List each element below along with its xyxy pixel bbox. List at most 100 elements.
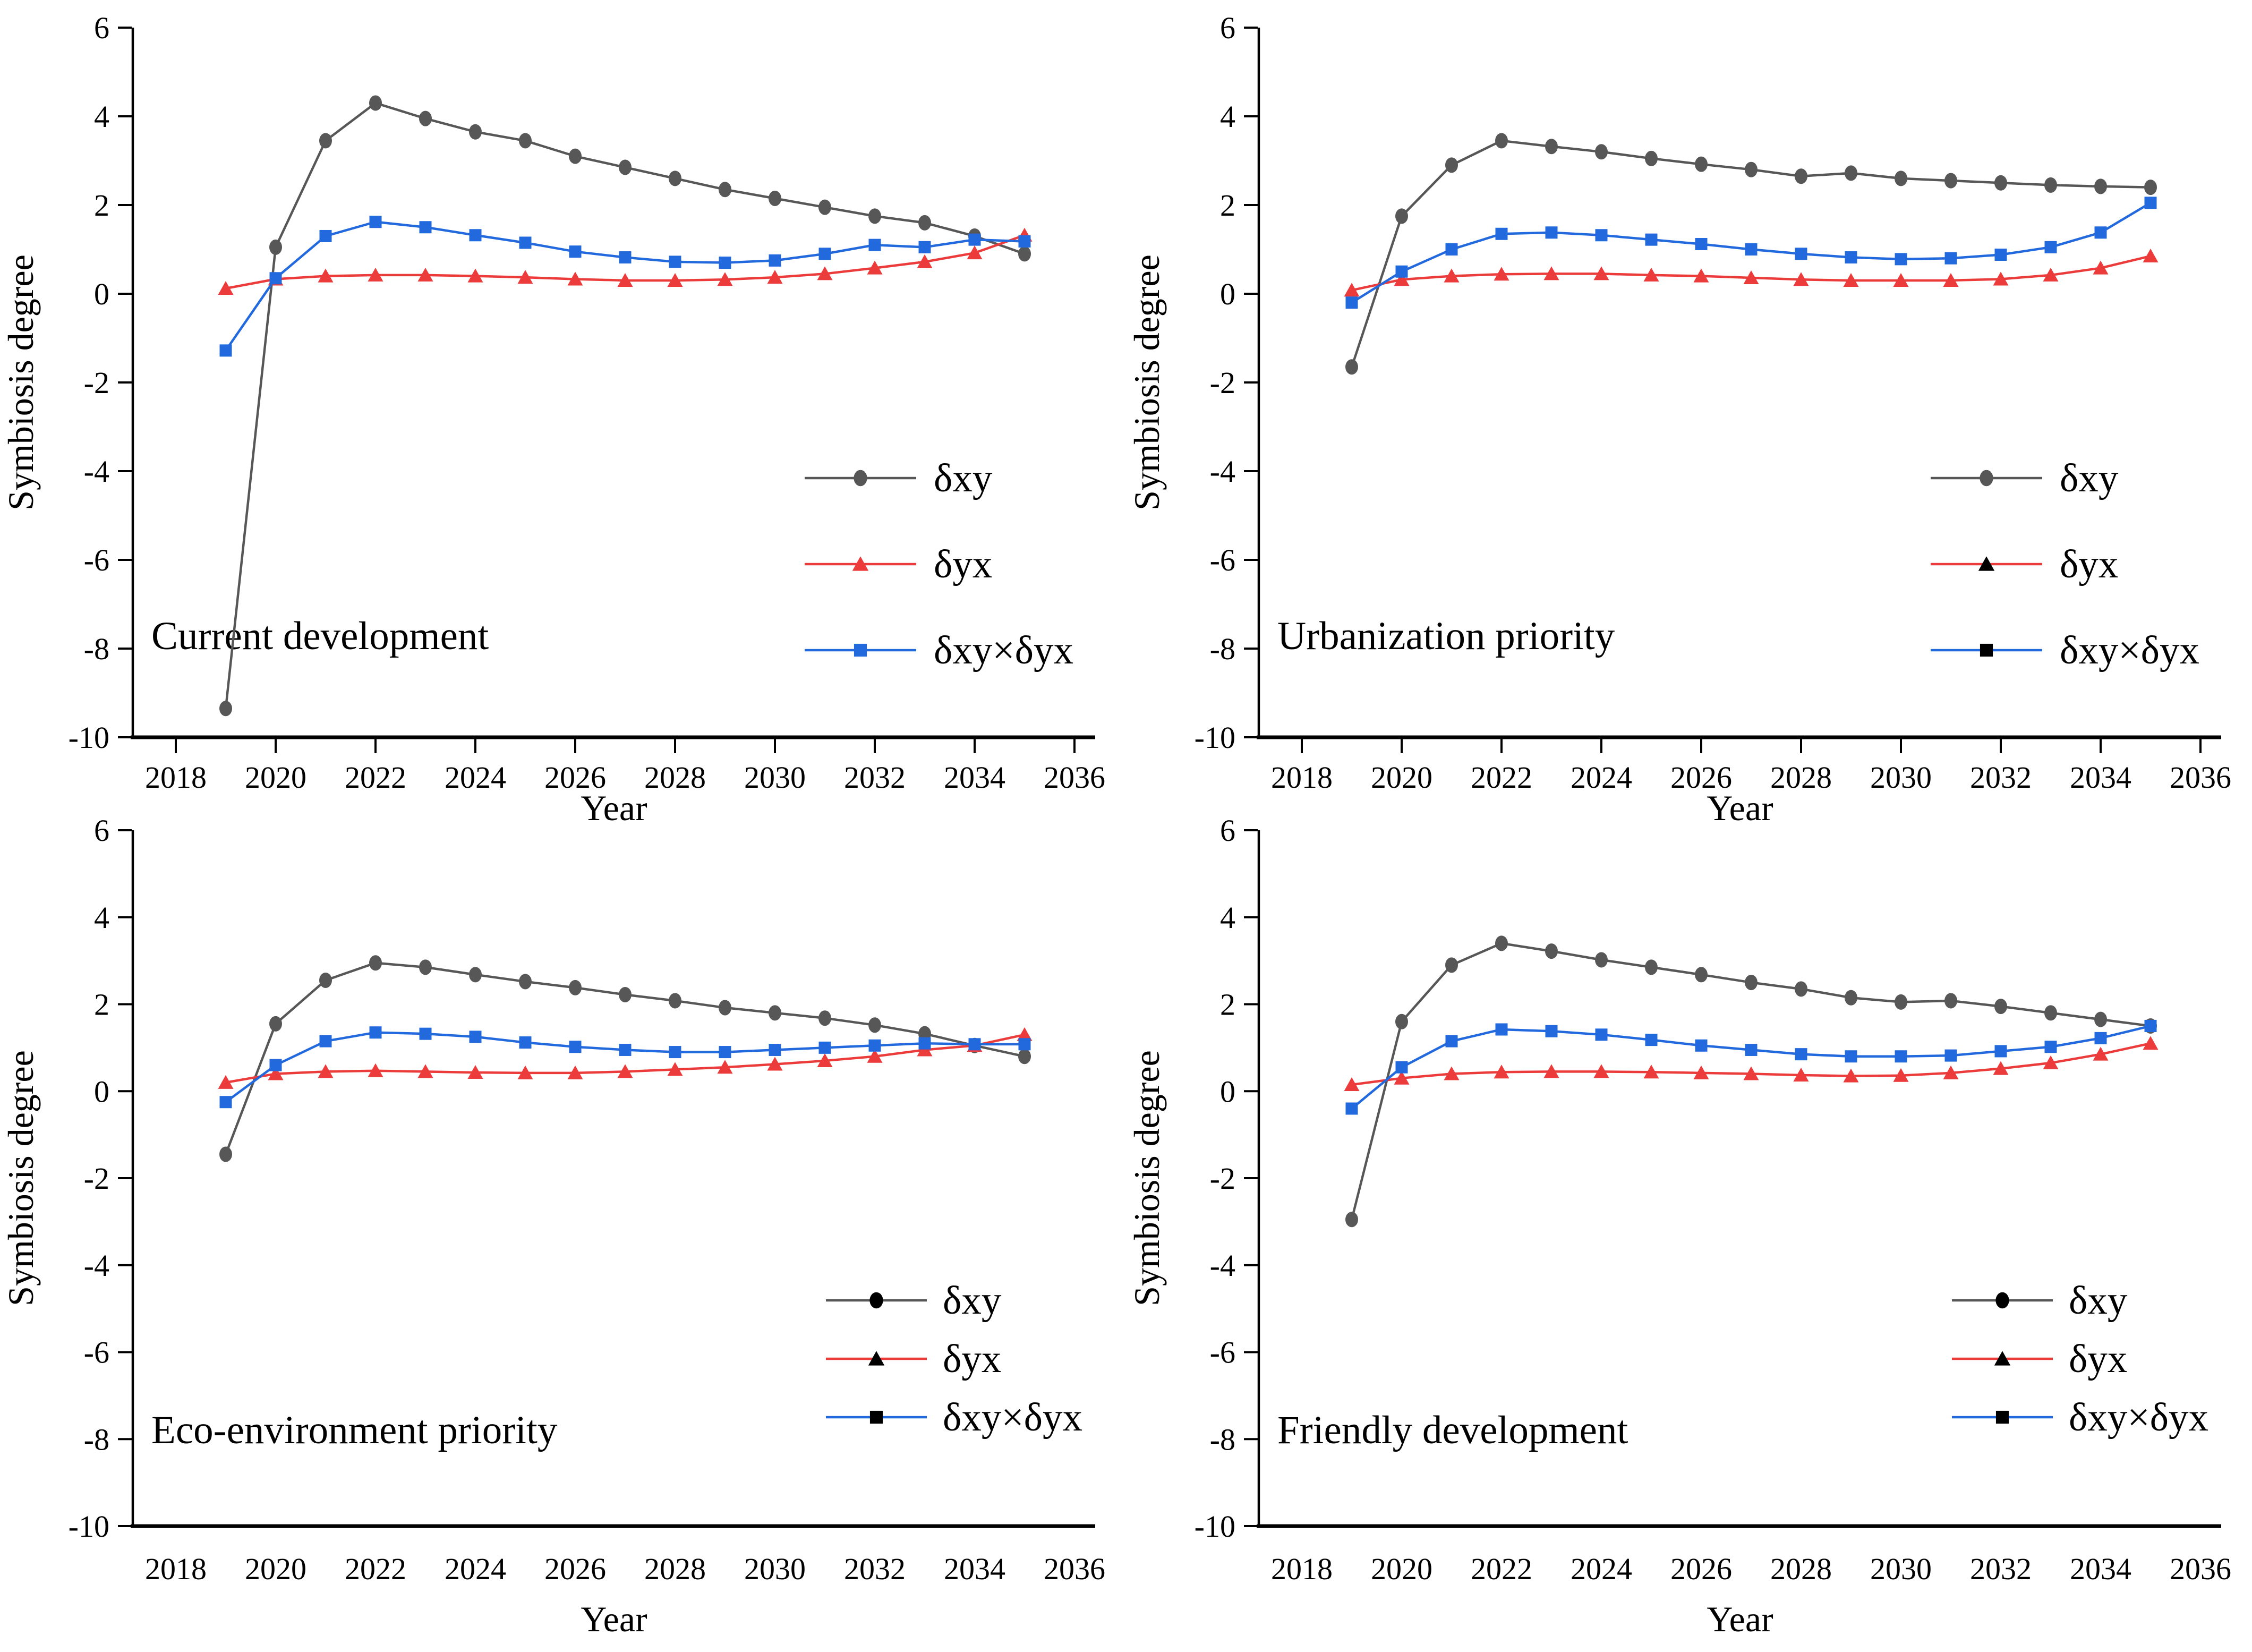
series-dxydyx-square-marker (968, 1038, 981, 1051)
series-dyx-triangle-marker (717, 272, 733, 286)
series-dxydyx-square-marker (818, 1041, 831, 1054)
series-dxydyx-square-marker (2044, 1041, 2057, 1053)
legend: δxy δyx δxy×δyx (805, 456, 1073, 672)
x-tick-label: 2018 (145, 1552, 207, 1586)
legend-dyx-triangle-marker (1994, 1351, 2011, 1366)
series-dxydyx-square-marker (619, 251, 632, 264)
y-tick-label: -2 (1210, 1161, 1235, 1196)
y-tick-label: -6 (1210, 1335, 1235, 1370)
series-dxydyx-square-marker (769, 254, 781, 267)
series-dxydyx-square-marker (1795, 248, 1807, 260)
series-dxydyx-square-marker (1845, 1050, 1857, 1063)
series-dyx-triangle-marker (567, 271, 583, 286)
series-dyx-triangle-marker (1793, 272, 1809, 286)
series-dxy-circle-marker (619, 159, 632, 175)
legend-dxydyx-square-marker (854, 643, 867, 657)
x-tick-label: 2034 (2070, 760, 2131, 795)
panel-urbanization-priority: 6 4 2 0 -2 -4 -6 -8 -10 2018 2020 2022 2024 2026 2028 2… (1127, 11, 2231, 828)
series-dyx-triangle-marker (218, 1075, 234, 1089)
x-tick-label: 2032 (844, 1552, 906, 1586)
series-dxydyx-square-marker (569, 245, 582, 258)
series-dyx-triangle-marker (1893, 273, 1909, 287)
series-dxydyx-square-marker (219, 1096, 232, 1109)
series-dxy-circle-marker (1395, 1014, 1408, 1029)
x-tick-label: 2020 (245, 1552, 306, 1586)
series-dxydyx (1345, 1019, 2157, 1115)
x-tick-label: 2036 (1044, 1552, 1105, 1586)
series-dyx-triangle-marker (867, 260, 883, 275)
series-dxydyx-square-marker (219, 344, 232, 357)
series-dyx-triangle-marker (867, 1049, 883, 1063)
series-dxy-circle-marker (219, 701, 232, 717)
y-tick-label: -10 (69, 1509, 109, 1544)
y-tick-label: -8 (1210, 632, 1235, 666)
x-tick-label: 2024 (445, 1552, 506, 1586)
legend-dyx-triangle-marker (868, 1351, 885, 1366)
y-tick-label: -4 (84, 454, 109, 489)
series-dxy-circle-marker (2044, 177, 2057, 193)
x-tick-label: 2034 (944, 760, 1005, 795)
y-tick-label: 6 (1220, 813, 1235, 848)
series-dxydyx-square-marker (319, 1035, 332, 1048)
y-tick-label: 0 (94, 1074, 109, 1109)
legend-label-dxydyx: δxy×δyx (934, 628, 1073, 672)
series-dxydyx-square-marker (1445, 1035, 1458, 1048)
series-dxy-circle-marker (219, 1146, 232, 1162)
series-dxydyx-square-marker (469, 1031, 482, 1043)
series-dxy-circle-marker (1745, 161, 1758, 177)
y-axis-title: Symbiosis degree (1, 254, 41, 510)
series-dxydyx-square-marker (868, 1039, 881, 1052)
series-dyx-triangle-marker (1943, 1065, 1959, 1079)
series-dxydyx-square-marker (1895, 1050, 1907, 1063)
series-dyx-triangle-marker (1993, 271, 2009, 286)
series-dxy-circle-marker (1944, 993, 1957, 1009)
x-tick-label: 2032 (1970, 1552, 2032, 1586)
legend-label-dxydyx: δxy×δyx (943, 1395, 1082, 1440)
legend-label-dyx: δyx (2069, 1337, 2127, 1381)
series-dxy-circle-marker (269, 1016, 282, 1032)
legend-dyx-triangle-marker (1978, 556, 1995, 571)
series-dxydyx-square-marker (968, 233, 981, 246)
series-dxy-circle-marker (769, 1005, 781, 1021)
series-dxydyx-square-marker (2094, 1032, 2107, 1044)
legend-label-dyx: δyx (2060, 542, 2118, 586)
series-dxy-circle-marker (1695, 967, 1708, 983)
y-tick-label: 2 (94, 987, 109, 1022)
y-tick-label: 0 (1220, 277, 1235, 311)
series-dyx (218, 1027, 1033, 1089)
series-dxydyx-square-marker (2144, 1019, 2157, 1032)
series-dxy-circle-marker (2044, 1005, 2057, 1021)
series-dxy-circle-marker (1395, 208, 1408, 224)
series-dxydyx-square-marker (1944, 252, 1957, 265)
series-dyx-triangle-marker (268, 1066, 284, 1080)
series-dxy-circle-marker (1445, 157, 1458, 173)
x-axis-title: Year (581, 1599, 647, 1639)
series-dyx-triangle-marker (218, 280, 234, 295)
x-tick-label: 2026 (1670, 1552, 1732, 1586)
series-dxydyx (1345, 197, 2157, 309)
series-dxy-circle-marker (1895, 994, 1907, 1010)
series-dxydyx-square-marker (469, 229, 482, 242)
series-dxydyx-square-marker (519, 236, 532, 249)
y-axis-title: Symbiosis degree (1127, 1050, 1167, 1306)
legend-label-dyx: δyx (934, 542, 992, 586)
series-dxy-circle-marker (269, 239, 282, 255)
series-dyx-triangle-marker (1743, 270, 1759, 284)
y-tick-label: -6 (84, 1335, 109, 1370)
series-dxydyx-square-marker (1745, 243, 1758, 256)
legend-dxydyx-square-marker (1995, 1410, 2009, 1424)
series-dxy (219, 955, 1031, 1162)
series-dxy-circle-marker (319, 133, 332, 149)
series-dxy-circle-marker (1018, 1049, 1031, 1065)
series-dxy-circle-marker (1445, 957, 1458, 973)
legend-dxy-circle-marker (1980, 470, 1993, 487)
legend-dyx-triangle-marker (852, 556, 869, 571)
x-tick-label: 2020 (245, 760, 306, 795)
panel-title: Urbanization priority (1277, 614, 1615, 658)
x-tick-label: 2026 (544, 1552, 606, 1586)
series-dxy-circle-marker (1495, 935, 1508, 951)
series-dyx-triangle-marker (1543, 266, 1559, 280)
series-dyx (1344, 249, 2159, 297)
series-dyx-triangle-marker (1444, 268, 1460, 283)
series-dyx-triangle-marker (917, 254, 933, 268)
